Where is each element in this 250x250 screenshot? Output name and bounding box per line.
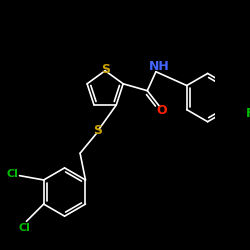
Text: Cl: Cl <box>19 223 31 233</box>
Text: Cl: Cl <box>7 169 18 179</box>
Text: F: F <box>246 108 250 120</box>
Text: NH: NH <box>149 60 170 73</box>
Text: S: S <box>93 124 102 137</box>
Text: O: O <box>157 104 167 117</box>
Text: S: S <box>101 63 110 76</box>
